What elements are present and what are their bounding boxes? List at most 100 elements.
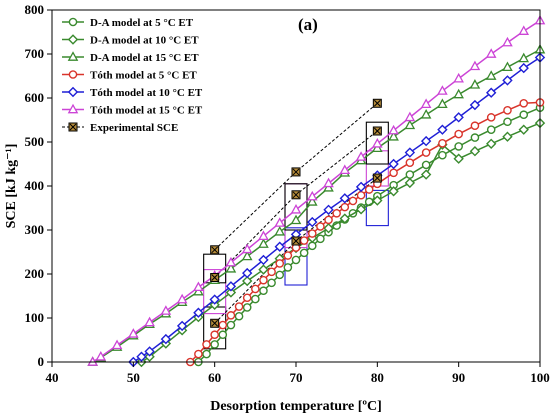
data-point (485, 70, 497, 80)
experimental-marker-x (292, 237, 300, 245)
data-point (225, 256, 237, 267)
data-point (323, 223, 334, 234)
data-point (144, 346, 155, 357)
data-point (502, 75, 513, 86)
x-tick-label: 40 (46, 370, 59, 385)
legend-label: Experimental SCE (90, 122, 178, 134)
data-point (307, 216, 318, 228)
legend-item: D-A model at 5 °C ET (62, 17, 194, 29)
data-point (323, 177, 334, 188)
data-point (283, 263, 293, 272)
y-tick-label: 0 (38, 354, 45, 369)
data-point (323, 204, 334, 215)
data-point (421, 160, 431, 170)
legend: D-A model at 5 °C ET D-A model at 10 °C E… (62, 17, 203, 134)
data-point (339, 193, 350, 204)
experimental-marker-x (211, 274, 219, 281)
data-point (438, 150, 447, 160)
data-point (364, 185, 374, 194)
series-4 (185, 98, 545, 367)
experimental-point (210, 273, 220, 283)
legend-item: Tóth model at 5 °C ET (62, 70, 197, 82)
data-point (225, 281, 237, 292)
data-point (160, 333, 172, 345)
data-point (502, 61, 513, 72)
experimental-marker-x (211, 319, 219, 327)
data-point (275, 259, 285, 268)
data-point (202, 340, 211, 349)
data-point (251, 284, 260, 294)
data-point (388, 124, 399, 135)
x-tick-label: 100 (530, 370, 550, 385)
y-tick-label: 600 (25, 90, 45, 105)
legend-label: D-A model at 15 °C ET (90, 52, 199, 64)
data-point (486, 138, 497, 149)
data-point (486, 87, 497, 98)
legend-marker (68, 17, 78, 27)
data-point (316, 222, 325, 231)
x-tick-label: 80 (371, 370, 384, 385)
data-point (332, 208, 341, 218)
experimental-point (372, 126, 382, 136)
data-point (267, 267, 276, 277)
x-tick-label: 90 (452, 370, 465, 385)
legend-marker (67, 34, 79, 45)
data-point (274, 241, 285, 252)
data-point (258, 238, 269, 248)
data-point (469, 146, 481, 157)
y-axis-title: SCE [kJ kg⁻¹] (4, 144, 19, 229)
data-point (193, 281, 204, 292)
y-tick-label: 200 (25, 266, 45, 281)
data-point (518, 124, 529, 135)
data-point (438, 139, 447, 148)
data-point (299, 248, 309, 258)
panel-label: (a) (298, 15, 318, 34)
data-point (372, 195, 383, 206)
legend-marker (67, 51, 79, 61)
data-point (226, 311, 236, 320)
data-point (225, 262, 237, 273)
data-point (405, 170, 415, 179)
data-point (437, 98, 448, 109)
data-point (275, 270, 285, 280)
data-point (389, 168, 398, 178)
data-point (251, 294, 260, 304)
y-tick-label: 800 (25, 2, 45, 17)
experimental-point (291, 167, 301, 177)
data-point (259, 275, 268, 285)
data-point (210, 340, 219, 349)
data-point (485, 48, 497, 58)
legend-label: D-A model at 10 °C ET (90, 35, 199, 47)
data-point (388, 186, 399, 197)
data-point (420, 135, 432, 147)
data-point (355, 181, 367, 193)
experimental-marker-x (373, 127, 381, 135)
data-point (307, 241, 317, 251)
y-tick-label: 500 (25, 134, 45, 149)
experimental-point (291, 236, 301, 246)
data-point (234, 311, 244, 321)
data-point (193, 307, 204, 318)
y-tick-label: 300 (25, 222, 45, 237)
legend-label: D-A model at 5 °C ET (90, 17, 194, 29)
legend-marker (67, 86, 79, 98)
data-point (340, 202, 350, 212)
data-point (469, 60, 481, 71)
experimental-marker-x (373, 99, 381, 107)
data-point (518, 25, 530, 35)
data-point (388, 130, 399, 141)
data-point (290, 214, 302, 225)
data-point (453, 72, 464, 83)
data-point (420, 108, 432, 119)
data-point (470, 121, 480, 131)
data-point (176, 320, 188, 332)
experimental-marker-x (211, 246, 219, 254)
data-point (234, 302, 244, 311)
experimental-marker-x (292, 168, 300, 176)
series-line (189, 101, 541, 363)
data-point (111, 339, 123, 350)
data-point (348, 196, 358, 206)
legend-item: D-A model at 15 °C ET (62, 51, 199, 64)
legend-label: Tóth model at 10 °C ET (90, 87, 203, 99)
